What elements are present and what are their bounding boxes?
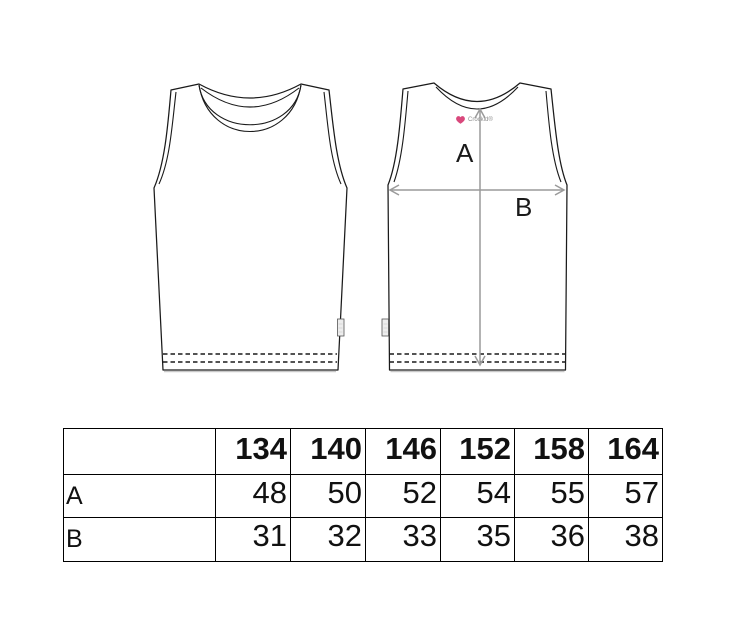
measurement-value: 54 — [440, 474, 515, 518]
size-column-header: 164 — [588, 428, 663, 475]
chest-width-arrow-b — [388, 184, 566, 196]
measure-label-b: B — [515, 192, 533, 222]
size-column-header: 140 — [290, 428, 366, 475]
measurement-value: 50 — [290, 474, 366, 518]
garment-diagram — [153, 82, 568, 373]
size-column-header: 158 — [514, 428, 589, 475]
front-right-armhole-binding — [323, 91, 342, 185]
measurement-value: 55 — [514, 474, 589, 518]
back-right-armhole-binding — [545, 90, 562, 183]
size-column-header: 146 — [365, 428, 441, 475]
front-neckline-outer — [198, 84, 302, 126]
measurement-value: 57 — [588, 474, 663, 518]
measure-label-a: A — [456, 138, 474, 168]
measurement-value: 32 — [290, 517, 366, 562]
size-column-header: 152 — [440, 428, 515, 475]
back-side-tag — [381, 318, 389, 337]
size-table: 134 140 146 152 158 164 A 48 50 52 54 55… — [63, 428, 663, 562]
size-table-header-row: 134 140 146 152 158 164 — [63, 428, 663, 475]
back-side-tag-texture — [383, 323, 388, 333]
tank-top-back-view — [381, 82, 568, 373]
table-corner-cell — [63, 428, 216, 475]
table-row-a: A 48 50 52 54 55 57 — [63, 474, 663, 518]
back-neck-binding — [435, 86, 519, 110]
row-label-a: A — [63, 474, 216, 518]
measurement-value: 35 — [440, 517, 515, 562]
front-neckline-binding — [198, 84, 302, 132]
front-left-armhole-binding — [158, 91, 177, 185]
measurement-value: 52 — [365, 474, 441, 518]
measurement-arrows — [388, 107, 566, 367]
brand-logo-text: Crockid® — [468, 117, 493, 123]
measurement-value: 31 — [215, 517, 291, 562]
tank-top-front-view — [153, 83, 348, 373]
front-side-tag-texture — [338, 323, 343, 333]
brand-bird-icon — [456, 116, 465, 124]
length-arrow-a — [474, 107, 486, 367]
row-label-b: B — [63, 517, 216, 562]
table-row-b: B 31 32 33 35 36 38 — [63, 517, 663, 562]
size-column-header: 134 — [215, 428, 291, 475]
front-silhouette — [153, 83, 348, 371]
front-side-tag — [337, 318, 345, 337]
back-left-armhole-binding — [393, 90, 409, 183]
back-silhouette — [387, 82, 568, 371]
front-back-neck-binding — [200, 87, 300, 108]
measurement-value: 38 — [588, 517, 663, 562]
brand-logo: Crockid® — [455, 114, 493, 126]
measurement-value: 48 — [215, 474, 291, 518]
measurement-value: 33 — [365, 517, 441, 562]
measurement-value: 36 — [514, 517, 589, 562]
